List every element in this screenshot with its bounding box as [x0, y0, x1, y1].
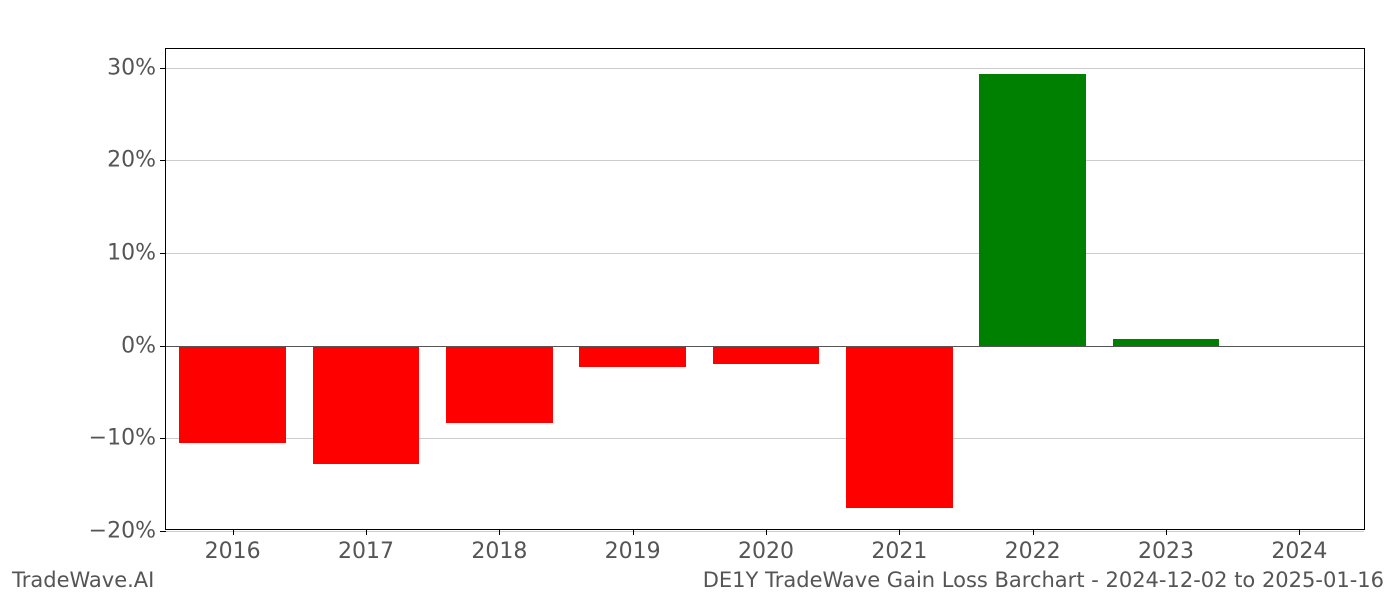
gridline [166, 68, 1364, 69]
xtick-label: 2020 [738, 529, 794, 564]
ytick-label: 10% [107, 240, 166, 265]
ytick-label: 0% [121, 333, 166, 358]
footer-caption: DE1Y TradeWave Gain Loss Barchart - 2024… [703, 568, 1384, 592]
chart-stage: −20% −10% 0% 10% 20% 30% 2016 2017 2018 2019 2020 2… [0, 0, 1400, 600]
gridline [166, 253, 1364, 254]
xtick-label: 2023 [1138, 529, 1194, 564]
bar [979, 74, 1086, 346]
bar [846, 346, 953, 508]
ytick-label: −20% [89, 519, 166, 544]
ytick-label: 20% [107, 148, 166, 173]
bar [579, 346, 686, 367]
xtick-label: 2021 [871, 529, 927, 564]
ytick-label: −10% [89, 426, 166, 451]
xtick-label: 2016 [205, 529, 261, 564]
xtick-label: 2018 [471, 529, 527, 564]
plot-area: −20%−10%0%10%20%30%201620172018201920202… [165, 48, 1365, 530]
bar [179, 346, 286, 443]
xtick-label: 2017 [338, 529, 394, 564]
xtick-label: 2022 [1005, 529, 1061, 564]
xtick-label: 2024 [1271, 529, 1327, 564]
bar [446, 346, 553, 423]
gridline [166, 160, 1364, 161]
zero-baseline [166, 346, 1364, 347]
xtick-label: 2019 [605, 529, 661, 564]
ytick-label: 30% [107, 55, 166, 80]
bar [313, 346, 420, 465]
footer-brand: TradeWave.AI [12, 568, 154, 592]
bar [713, 346, 820, 365]
